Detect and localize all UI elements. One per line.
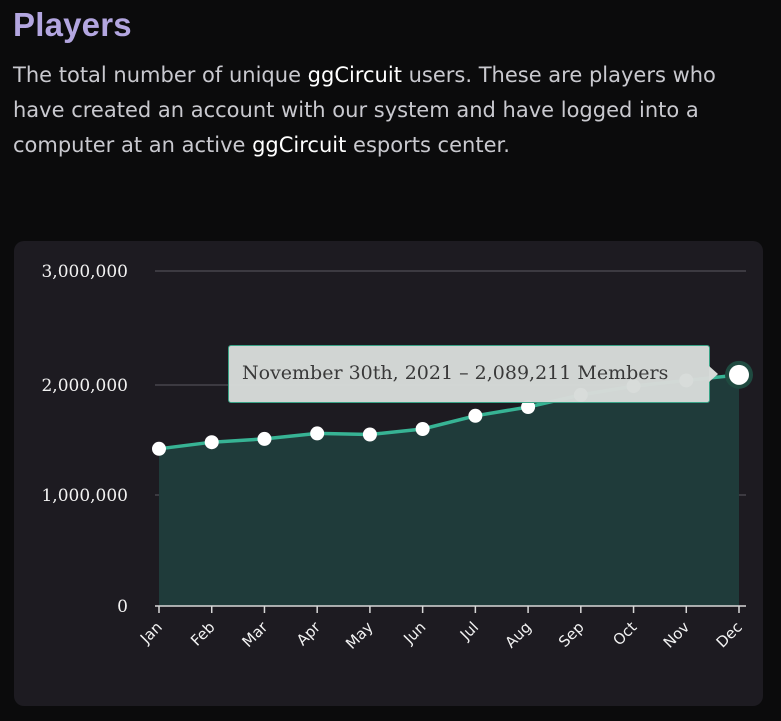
page-title: Players — [13, 6, 132, 43]
data-point — [468, 408, 483, 423]
data-point — [204, 435, 219, 450]
tooltip-arrow — [709, 366, 718, 382]
y-tick-label: 0 — [117, 597, 128, 617]
x-tick-label: Feb — [187, 618, 219, 650]
y-tick-label: 3,000,000 — [41, 262, 128, 282]
x-tick-label: Mar — [239, 618, 272, 651]
data-point — [152, 441, 166, 456]
chart-tooltip: November 30th, 2021 – 2,089,211 Members — [228, 345, 710, 403]
data-point — [362, 427, 377, 442]
x-tick-label: Jun — [399, 618, 429, 648]
x-tick-label: Oct — [609, 618, 640, 649]
x-tick-label: Apr — [293, 618, 325, 650]
data-point — [415, 422, 430, 436]
x-tick-label: Dec — [713, 618, 746, 651]
x-tick-label: Jul — [456, 618, 482, 644]
desc-text-3: esports center. — [346, 133, 510, 157]
y-tick-label: 1,000,000 — [41, 486, 128, 506]
x-tick-label: Sep — [555, 618, 588, 651]
data-point — [521, 400, 536, 414]
data-point — [257, 431, 272, 446]
data-point-highlighted — [729, 364, 749, 385]
brand-name: ggCircuit — [307, 63, 402, 87]
x-tick-label: May — [342, 618, 377, 653]
desc-text-1: The total number of unique — [13, 63, 308, 87]
page-description: The total number of unique ggCircuit use… — [13, 58, 753, 163]
x-tick-label: Nov — [660, 618, 694, 652]
x-tick-label: Jan — [136, 618, 166, 648]
data-point — [310, 426, 325, 441]
y-tick-label: 2,000,000 — [41, 376, 128, 396]
brand-name: ggCircuit — [252, 133, 347, 157]
desc-text-2: users. These are players who have create… — [13, 63, 716, 157]
series-area — [159, 374, 739, 606]
x-tick-label: Aug — [501, 618, 534, 651]
